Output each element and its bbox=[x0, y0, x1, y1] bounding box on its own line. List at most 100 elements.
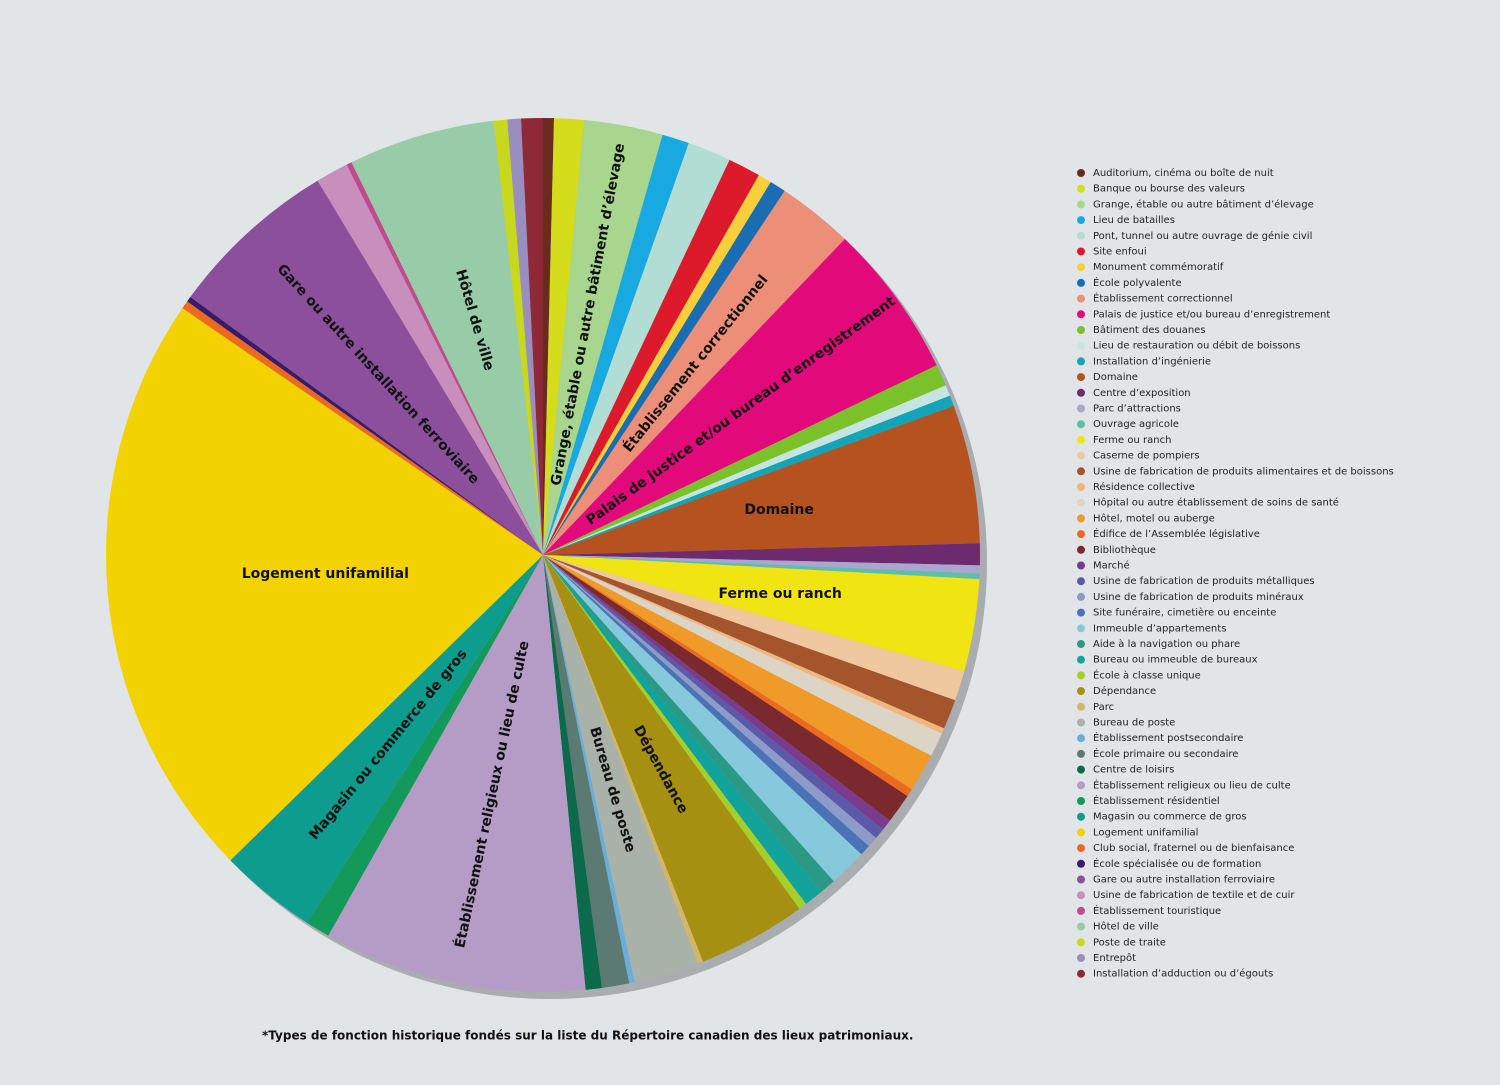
legend-label: École polyvalente bbox=[1093, 276, 1182, 289]
legend-label: Caserne de pompiers bbox=[1093, 451, 1200, 462]
pie-slice bbox=[543, 555, 908, 821]
legend-label: Établissement touristique bbox=[1093, 904, 1221, 917]
legend-label: Hôpital ou autre établissement de soins … bbox=[1093, 497, 1339, 509]
legend-label: Hôtel, motel ou auberge bbox=[1093, 512, 1215, 524]
legend-label: École primaire ou secondaire bbox=[1093, 747, 1238, 760]
legend-swatch bbox=[1077, 608, 1085, 617]
legend-label: Site enfoui bbox=[1093, 247, 1147, 258]
legend-swatch bbox=[1077, 278, 1085, 287]
pie-slice bbox=[543, 555, 965, 701]
legend-swatch bbox=[1077, 561, 1085, 570]
legend-label: Immeuble d’appartements bbox=[1093, 623, 1226, 634]
legend-swatch bbox=[1077, 310, 1085, 319]
legend-swatch bbox=[1077, 326, 1085, 334]
legend-label: Usine de fabrication de produits aliment… bbox=[1093, 466, 1394, 477]
pie-slice bbox=[543, 555, 834, 893]
legend-label: Dépendance bbox=[1093, 685, 1156, 697]
legend-swatch bbox=[1077, 765, 1085, 774]
pie-slice bbox=[317, 164, 543, 555]
legend-swatch bbox=[1077, 435, 1085, 444]
pie-slice bbox=[543, 555, 635, 984]
legend-label: Établissement postsecondaire bbox=[1093, 731, 1243, 744]
legend-swatch bbox=[1077, 467, 1085, 476]
pie-slice bbox=[543, 365, 946, 555]
pie-slice bbox=[543, 239, 937, 555]
pie-slice bbox=[543, 159, 759, 556]
legend-label: Bureau ou immeuble de bureaux bbox=[1093, 655, 1258, 666]
legend-swatch bbox=[1077, 451, 1085, 460]
pie-slice bbox=[543, 134, 689, 555]
legend-label: Monument commémoratif bbox=[1093, 261, 1224, 273]
pie-slice bbox=[543, 555, 932, 790]
pie-slice bbox=[543, 555, 869, 855]
legend-label: Club social, fraternel ou de bienfaisanc… bbox=[1093, 843, 1294, 854]
legend-label: Résidence collective bbox=[1093, 481, 1195, 493]
pie-slice bbox=[543, 385, 950, 555]
legend-swatch bbox=[1077, 592, 1085, 601]
legend-label: Palais de justice et/ou bureau d’enregis… bbox=[1093, 309, 1330, 320]
pie-slice bbox=[543, 175, 771, 556]
legend-label: Lieu de batailles bbox=[1093, 215, 1175, 226]
pie-slice bbox=[543, 555, 945, 734]
legend-label: Établissement correctionnel bbox=[1093, 292, 1233, 305]
pie-slice bbox=[543, 555, 956, 729]
legend-swatch bbox=[1077, 702, 1085, 711]
legend-label: Bureau de poste bbox=[1093, 718, 1175, 729]
legend-swatch bbox=[1077, 263, 1085, 272]
pie-slice bbox=[543, 555, 980, 672]
legend-swatch bbox=[1077, 341, 1085, 350]
legend-swatch bbox=[1077, 812, 1085, 821]
legend-label: Ferme ou ranch bbox=[1093, 435, 1171, 446]
pie-slice bbox=[543, 555, 822, 904]
pie-slice bbox=[543, 555, 884, 838]
legend-swatch bbox=[1077, 781, 1085, 790]
pie-slice bbox=[543, 555, 912, 797]
slice-label: Logement unifamilial bbox=[242, 566, 409, 582]
legend-swatch bbox=[1077, 859, 1085, 868]
legend-swatch bbox=[1077, 514, 1085, 523]
legend: Auditorium, cinéma ou boîte de nuit Banqu… bbox=[1077, 167, 1394, 980]
pie-slice bbox=[493, 119, 543, 556]
legend-swatch bbox=[1077, 718, 1085, 727]
legend-swatch bbox=[1077, 655, 1085, 664]
legend-swatch bbox=[1077, 247, 1085, 256]
pie-slice bbox=[543, 543, 980, 566]
legend-swatch bbox=[1077, 734, 1085, 743]
legend-swatch bbox=[1077, 938, 1085, 947]
legend-swatch bbox=[1077, 749, 1085, 758]
pie-slice bbox=[187, 296, 544, 555]
legend-swatch bbox=[1077, 954, 1085, 962]
legend-label: Lieu de restauration ou débit de boisson… bbox=[1093, 340, 1300, 352]
legend-swatch bbox=[1077, 184, 1085, 193]
footnote: *Types de fonction historique fondés sur… bbox=[262, 1029, 913, 1043]
pie-slice bbox=[543, 555, 704, 964]
pie-slice bbox=[230, 555, 543, 923]
pie-slice bbox=[543, 405, 980, 555]
legend-label: Pont, tunnel ou autre ouvrage de génie c… bbox=[1093, 230, 1312, 242]
pie-slice bbox=[507, 118, 543, 556]
legend-swatch bbox=[1077, 922, 1085, 931]
pie-slice bbox=[520, 118, 543, 555]
legend-swatch bbox=[1077, 357, 1085, 366]
legend-label: Usine de fabrication de produits métalli… bbox=[1093, 575, 1315, 587]
legend-label: Parc d’attractions bbox=[1093, 404, 1181, 415]
legend-swatch bbox=[1077, 828, 1085, 837]
legend-swatch bbox=[1077, 388, 1085, 397]
legend-swatch bbox=[1077, 231, 1085, 240]
pie-slice bbox=[543, 555, 603, 990]
pie-slice bbox=[307, 555, 543, 936]
legend-label: Poste de traite bbox=[1093, 937, 1166, 948]
legend-label: Bibliothèque bbox=[1093, 544, 1156, 556]
legend-swatch bbox=[1077, 640, 1085, 648]
pie-slice bbox=[543, 555, 877, 847]
pie-slice bbox=[543, 395, 954, 555]
legend-label: École à classe unique bbox=[1093, 668, 1201, 681]
legend-label: École spécialisée ou de formation bbox=[1093, 857, 1261, 870]
legend-label: Gare ou autre installation ferroviaire bbox=[1093, 875, 1275, 886]
pie-slice bbox=[543, 555, 800, 962]
legend-swatch bbox=[1077, 577, 1085, 586]
slice-label: Ferme ou ranch bbox=[718, 586, 841, 602]
legend-swatch bbox=[1077, 891, 1085, 900]
legend-swatch bbox=[1077, 969, 1085, 978]
